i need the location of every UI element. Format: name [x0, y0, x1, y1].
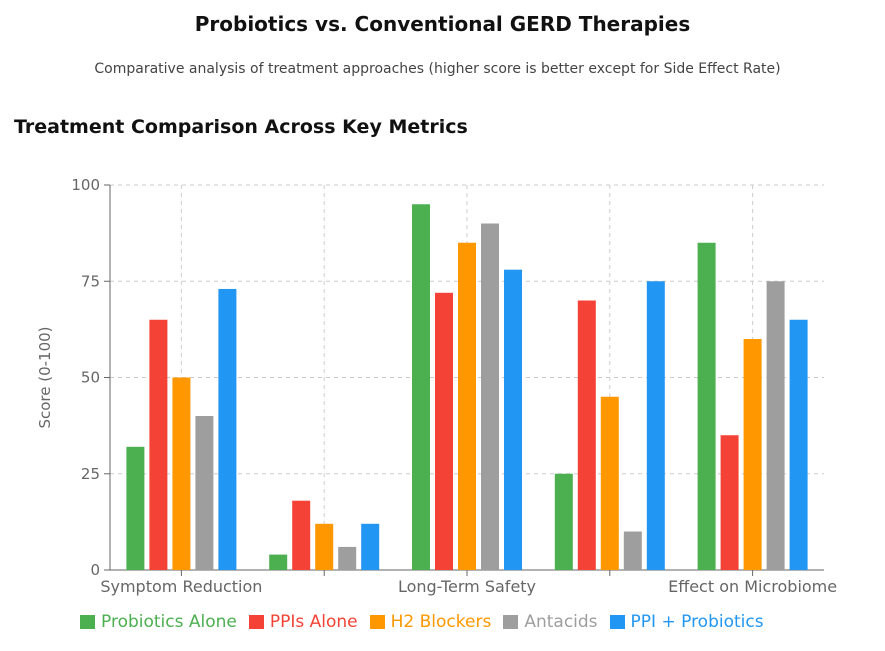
bar	[554, 473, 573, 570]
bar	[600, 396, 619, 570]
bar	[338, 546, 357, 570]
legend-swatch	[369, 615, 385, 629]
chart-title: Probiotics vs. Conventional GERD Therapi…	[194, 12, 691, 36]
legend-label: Probiotics Alone	[101, 612, 237, 632]
bar	[149, 319, 168, 570]
legend-swatch	[80, 615, 95, 629]
legend-item[interactable]: H2 Blockers	[369, 612, 492, 632]
bar	[292, 500, 311, 570]
y-axis-label: Score (0-100)	[36, 326, 54, 428]
bar	[269, 554, 288, 570]
legend-label: PPIs Alone	[269, 612, 358, 632]
bar	[218, 288, 237, 570]
bar	[481, 223, 499, 570]
x-tick-label: Effect on Microbiome	[668, 577, 837, 596]
bar	[789, 319, 808, 570]
section-title: Treatment Comparison Across Key Metrics	[14, 116, 468, 138]
bar	[172, 377, 191, 570]
bar	[435, 292, 453, 570]
bar	[646, 281, 665, 570]
legend-label: H2 Blockers	[390, 612, 492, 632]
bar	[126, 446, 145, 570]
bar	[766, 281, 785, 570]
legend-label: PPI + Probiotics	[630, 612, 764, 632]
chart-subtitle: Comparative analysis of treatment approa…	[94, 61, 781, 77]
y-tick-label: 50	[81, 369, 100, 387]
y-tick-label: 75	[81, 272, 100, 290]
y-tick-label: 0	[90, 561, 100, 579]
legend-item[interactable]: PPI + Probiotics	[609, 612, 764, 632]
legend-item[interactable]: Antacids	[503, 612, 598, 632]
bar	[697, 242, 716, 570]
y-tick-label: 25	[81, 465, 100, 483]
bar	[743, 339, 762, 570]
bar	[623, 531, 642, 570]
y-tick-label: 100	[71, 176, 100, 194]
chart-legend: Probiotics Alone PPIs Alone H2 Blockers Ant…	[80, 612, 776, 632]
x-tick-label: Symptom Reduction	[100, 577, 262, 596]
legend-label: Antacids	[524, 612, 598, 632]
bar	[720, 435, 739, 570]
legend-swatch	[503, 615, 519, 629]
bar	[361, 523, 380, 570]
legend-swatch	[609, 615, 625, 629]
bar	[577, 300, 596, 570]
bar	[315, 523, 334, 570]
x-tick-label: Long-Term Safety	[398, 577, 536, 596]
legend-item[interactable]: Probiotics Alone	[80, 612, 237, 632]
bar	[412, 204, 430, 570]
legend-item[interactable]: PPIs Alone	[248, 612, 358, 632]
bar	[458, 242, 476, 570]
bar	[195, 416, 214, 570]
bar	[504, 269, 522, 570]
legend-swatch	[248, 615, 264, 629]
